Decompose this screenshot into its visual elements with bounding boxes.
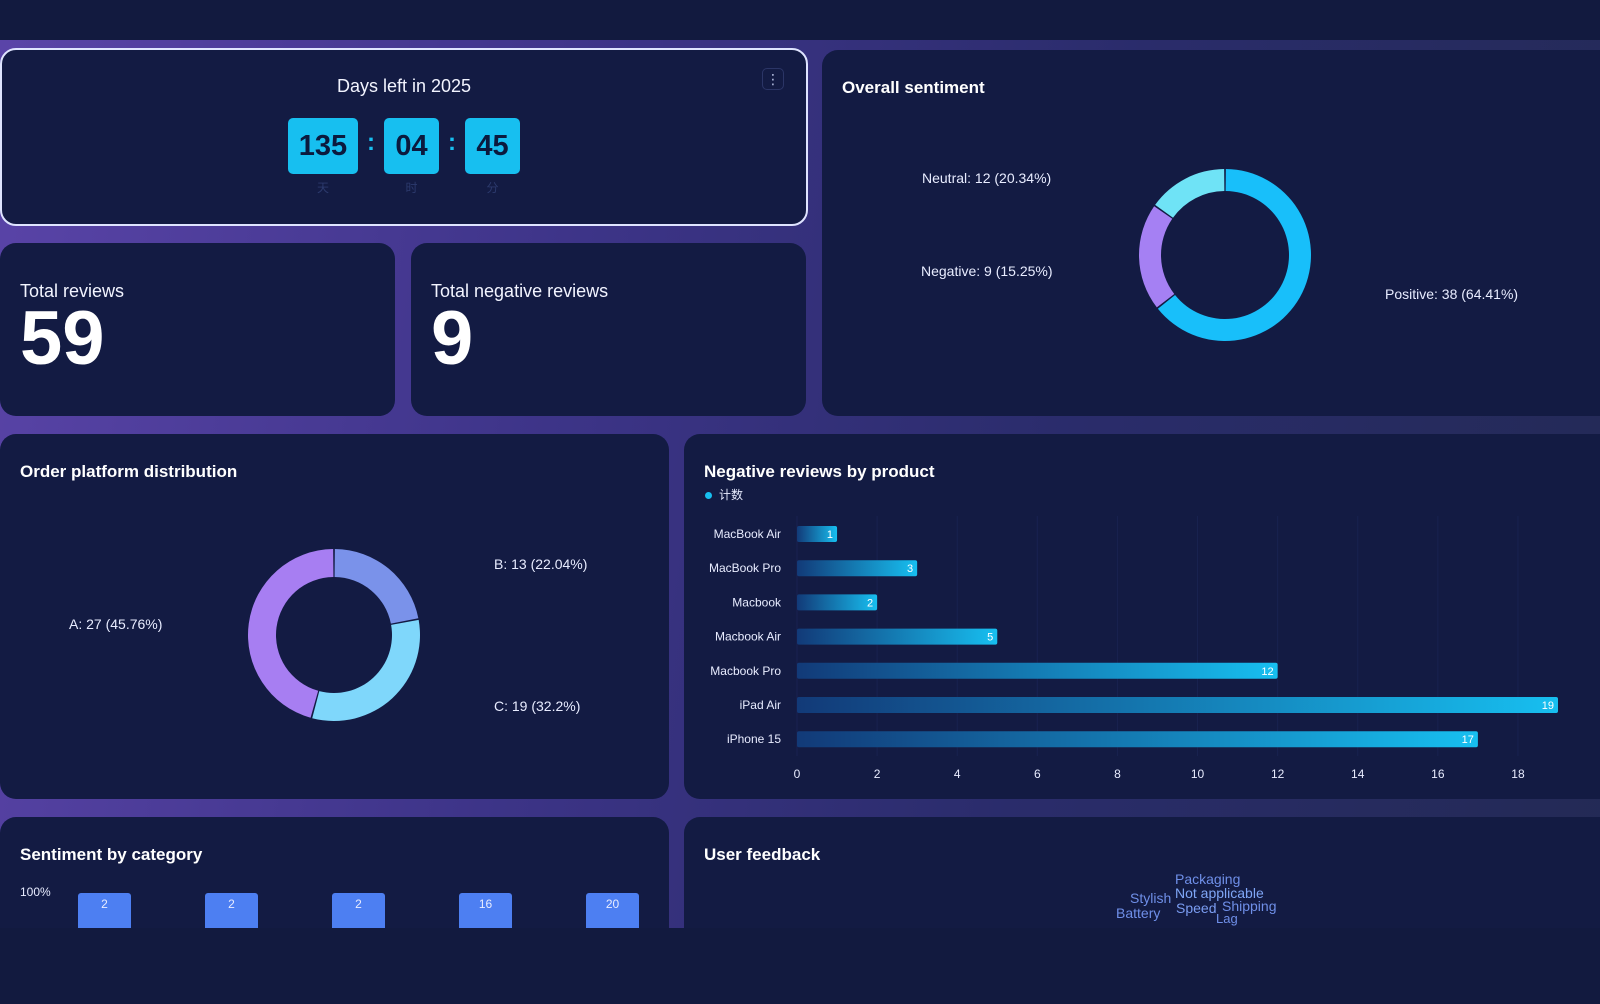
- x-tick-label: 16: [1431, 767, 1445, 781]
- donut-slice-positive[interactable]: [1157, 169, 1311, 341]
- x-tick-label: 0: [794, 767, 801, 781]
- bottom-margin: [0, 928, 1600, 1004]
- countdown-separator: :: [367, 129, 375, 156]
- category-bar-value: 16: [479, 897, 493, 911]
- sentiment-label-positive: Positive: 38 (64.41%): [1385, 286, 1519, 302]
- y-category-label: Macbook: [732, 595, 782, 609]
- y-axis-tick-label: 100%: [20, 885, 51, 899]
- donut-slice-neutral[interactable]: [1139, 206, 1175, 308]
- y-category-label: Macbook Pro: [710, 664, 781, 678]
- total-negative-label: Total negative reviews: [431, 281, 609, 301]
- word-cloud-item: Packaging: [1175, 871, 1241, 887]
- countdown-title: Days left in 2025: [336, 76, 472, 96]
- legend-dot-icon: [705, 492, 712, 500]
- x-tick-label: 6: [1034, 767, 1041, 781]
- countdown-days-value: 135: [288, 118, 358, 174]
- overall-sentiment-card: Overall sentiment Neutral: 12 (20.34%) N…: [822, 50, 1600, 416]
- word-cloud-item: Lag: [1216, 911, 1238, 926]
- bar-value-label: 2: [867, 597, 873, 609]
- countdown-minutes-label: 分: [486, 181, 499, 195]
- bar[interactable]: [797, 697, 1558, 713]
- countdown-hours-value: 04: [384, 118, 439, 174]
- x-tick-label: 12: [1271, 767, 1285, 781]
- bar-value-label: 1: [827, 529, 833, 541]
- bar-value-label: 19: [1542, 700, 1554, 712]
- x-tick-label: 18: [1511, 767, 1525, 781]
- countdown-card: Days left in 2025 ⋮ 135 天 : 04 时 : 45 分: [0, 48, 808, 226]
- countdown-days: 135 天: [288, 118, 358, 196]
- total-negative-card: Total negative reviews 9: [411, 243, 806, 416]
- y-category-label: MacBook Pro: [709, 561, 781, 575]
- negative-by-product-title: Negative reviews by product: [704, 462, 935, 481]
- x-tick-label: 8: [1114, 767, 1121, 781]
- platform-label-b: B: 13 (22.04%): [494, 556, 588, 572]
- category-bar-value: 2: [228, 897, 235, 911]
- word-cloud-item: Speed: [1176, 900, 1217, 916]
- countdown-minutes-value: 45: [465, 118, 520, 174]
- countdown-days-label: 天: [316, 181, 329, 195]
- chart-legend[interactable]: 计数: [705, 486, 743, 503]
- total-reviews-label: Total reviews: [20, 281, 125, 301]
- total-reviews-value: 59: [20, 296, 105, 381]
- platform-donut-chart: [247, 549, 420, 721]
- bar-value-label: 17: [1462, 734, 1474, 746]
- sentiment-label-neutral: Neutral: 12 (20.34%): [922, 170, 1052, 186]
- platform-label-c: C: 19 (32.2%): [494, 698, 581, 714]
- user-feedback-title: User feedback: [704, 845, 821, 864]
- category-bar-value: 20: [606, 897, 620, 911]
- y-category-label: Macbook Air: [715, 630, 781, 644]
- y-category-label: MacBook Air: [714, 527, 781, 541]
- order-platform-card: Order platform distribution A: 27 (45.76…: [0, 434, 669, 799]
- donut-slice-negative[interactable]: [1155, 169, 1225, 218]
- platform-label-a: A: 27 (45.76%): [69, 616, 163, 632]
- donut-slice-b[interactable]: [334, 549, 419, 624]
- overall-sentiment-title: Overall sentiment: [842, 78, 985, 97]
- donut-slice-c[interactable]: [312, 619, 420, 721]
- word-cloud-item: Battery: [1116, 905, 1161, 921]
- x-tick-label: 14: [1351, 767, 1365, 781]
- countdown-minutes: 45 分: [465, 118, 520, 196]
- category-bar-value: 2: [355, 897, 362, 911]
- sentiment-category-title: Sentiment by category: [20, 845, 203, 864]
- bar[interactable]: [797, 628, 998, 645]
- bar[interactable]: [797, 594, 878, 611]
- more-options-icon[interactable]: ⋮: [762, 68, 784, 90]
- word-cloud-item: Shipping: [1222, 898, 1277, 914]
- x-tick-label: 4: [954, 767, 961, 781]
- bar[interactable]: [797, 731, 1478, 748]
- bar[interactable]: [797, 662, 1278, 679]
- x-tick-label: 10: [1191, 767, 1205, 781]
- bar-value-label: 12: [1261, 666, 1273, 678]
- total-negative-value: 9: [431, 296, 474, 381]
- countdown-hours: 04 时: [384, 118, 439, 196]
- bar[interactable]: [797, 526, 838, 542]
- legend-label: 计数: [719, 488, 744, 502]
- negative-by-product-card: Negative reviews by product 计数 0 2 4 6 8 10 12…: [684, 434, 1600, 799]
- countdown-row: 135 天 : 04 时 : 45 分: [2, 118, 806, 196]
- x-tick-label: 2: [874, 767, 881, 781]
- order-platform-title: Order platform distribution: [20, 462, 238, 481]
- category-bar-value: 2: [101, 897, 108, 911]
- y-category-label: iPad Air: [740, 698, 781, 712]
- y-category-label: iPhone 15: [727, 732, 781, 746]
- bar[interactable]: [797, 560, 918, 577]
- word-cloud-item: Stylish: [1130, 890, 1172, 906]
- sentiment-donut-chart: [1139, 169, 1311, 341]
- bar-value-label: 5: [987, 632, 993, 644]
- word-cloud-item: Not applicable: [1175, 885, 1264, 901]
- bar-value-label: 3: [907, 563, 913, 575]
- countdown-separator: :: [448, 129, 456, 156]
- countdown-hours-label: 时: [405, 181, 418, 195]
- negative-by-product-bar-chart: 0 2 4 6 8 10 12 14 16 18 MacBook Air 1 MacBook Pro 3 M…: [709, 516, 1558, 781]
- donut-slice-a[interactable]: [247, 549, 334, 718]
- sentiment-label-negative: Negative: 9 (15.25%): [921, 263, 1053, 279]
- total-reviews-card: Total reviews 59: [0, 243, 395, 416]
